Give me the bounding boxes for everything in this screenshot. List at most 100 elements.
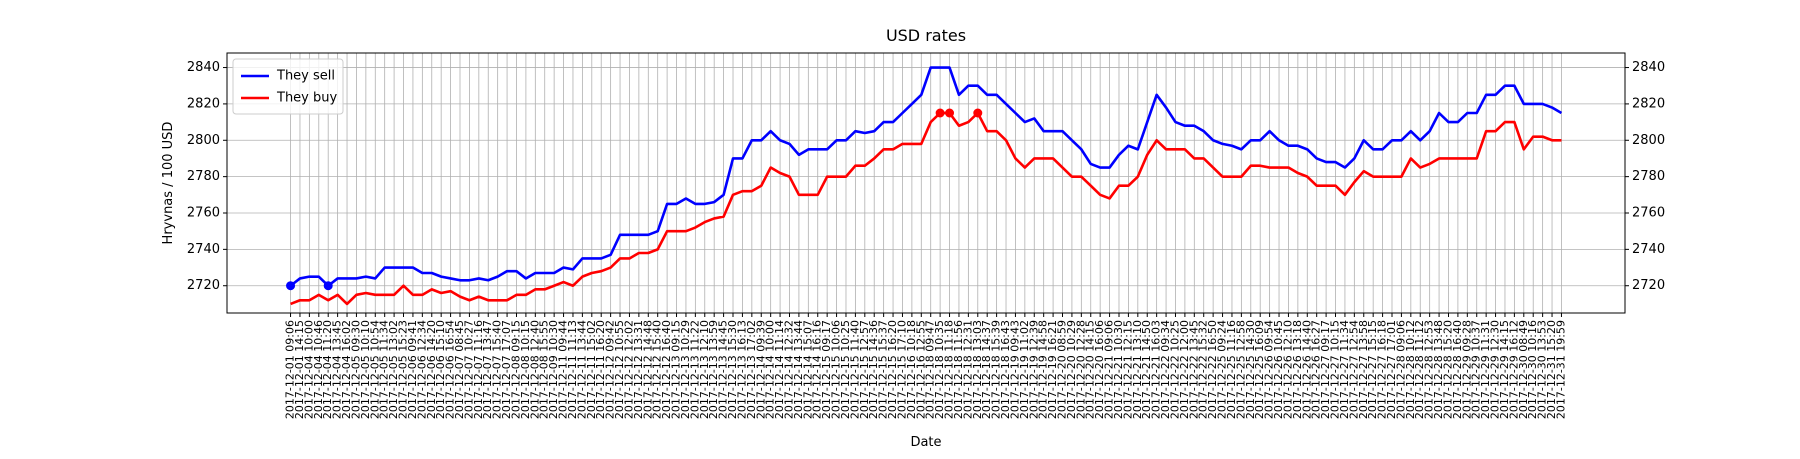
x-tick-label: 2017-12-04 10:46 [312, 320, 325, 419]
x-tick-label: 2017-12-19 14:58 [1037, 320, 1050, 419]
x-tick-label: 2017-12-11 09:44 [557, 320, 570, 419]
x-tick-label: 2017-12-18 16:43 [999, 320, 1012, 419]
x-tick-label: 2017-12-06 15:10 [434, 320, 447, 419]
x-tick-label: 2017-12-14 10:00 [764, 320, 777, 419]
x-tick-label: 2017-12-05 11:34 [378, 320, 391, 419]
extreme-marker [286, 281, 296, 291]
x-tick-label: 2017-12-06 16:54 [444, 320, 457, 419]
x-tick-label: 2017-12-25 11:16 [1225, 320, 1238, 419]
x-tick-label: 2017-12-28 11:12 [1413, 320, 1426, 419]
x-tick-label: 2017-12-28 15:20 [1441, 320, 1454, 419]
extreme-marker [945, 108, 955, 118]
x-tick-label: 2017-12-26 12:10 [1281, 320, 1294, 419]
x-tick-label: 2017-12-30 10:16 [1526, 320, 1539, 419]
x-tick-label: 2017-12-11 13:44 [575, 320, 588, 419]
x-tick-label: 2017-12-15 12:57 [858, 320, 871, 419]
x-tick-label: 2017-12-27 09:17 [1319, 320, 1332, 419]
x-tick-label: 2017-12-18 15:39 [990, 320, 1003, 419]
x-tick-label: 2017-12-13 09:15 [670, 320, 683, 419]
x-tick-label: 2017-12-27 10:15 [1329, 320, 1342, 419]
x-tick-label: 2017-12-13 12:10 [698, 320, 711, 419]
x-tick-label: 2017-12-29 16:12 [1507, 320, 1520, 419]
x-tick-label: 2017-12-14 13:44 [792, 320, 805, 419]
x-tick-label: 2017-12-04 16:02 [340, 320, 353, 419]
x-tick-label: 2017-12-07 13:47 [481, 320, 494, 419]
x-tick-label: 2017-12-13 15:30 [726, 320, 739, 419]
x-tick-label: 2017-12-01 09:06 [284, 320, 297, 419]
x-tick-label: 2017-12-29 11:31 [1479, 320, 1492, 419]
x-tick-label: 2017-12-27 12:54 [1347, 320, 1360, 419]
x-tick-label: 2017-12-30 13:53 [1536, 320, 1549, 419]
x-tick-label: 2017-12-27 16:18 [1376, 320, 1389, 419]
x-tick-label: 2017-12-29 12:30 [1489, 320, 1502, 419]
y-tick-label: 2740 [187, 242, 220, 257]
x-tick-label: 2017-12-27 11:34 [1338, 320, 1351, 419]
x-tick-label: 2017-12-15 11:40 [848, 320, 861, 419]
x-tick-label: 2017-12-21 13:10 [1131, 320, 1144, 419]
x-tick-label: 2017-12-13 16:13 [735, 320, 748, 419]
x-tick-label: 2017-12-27 17:01 [1385, 320, 1398, 419]
x-tick-label: 2017-12-18 13:03 [971, 320, 984, 419]
x-tick-label: 2017-12-07 15:40 [491, 320, 504, 419]
x-tick-label: 2017-12-04 13:45 [331, 320, 344, 419]
x-tick-label: 2017-12-20 14:15 [1084, 320, 1097, 419]
x-tick-label: 2017-12-06 09:41 [406, 320, 419, 419]
x-tick-label: 2017-12-15 10:25 [839, 320, 852, 419]
y-tick-label: 2840 [187, 60, 220, 75]
legend: They sell They buy [232, 58, 344, 115]
plot-frame [226, 52, 1626, 314]
x-tick-label: 2017-12-15 14:36 [867, 320, 880, 419]
x-tick-label: 2017-12-21 10:30 [1112, 320, 1125, 419]
x-tick-label: 2017-12-12 10:55 [613, 320, 626, 419]
x-tick-label: 2017-12-08 09:15 [509, 320, 522, 419]
x-tick-label: 2017-12-13 11:22 [688, 320, 701, 419]
x-tick-label: 2017-12-13 13:59 [707, 320, 720, 419]
legend-box [232, 58, 344, 115]
x-tick-label: 2017-12-28 09:06 [1394, 320, 1407, 419]
x-tick-label: 2017-12-22 15:32 [1197, 320, 1210, 419]
x-tick-label: 2017-12-05 10:10 [359, 320, 372, 419]
x-tick-label: 2017-12-29 09:28 [1460, 320, 1473, 419]
x-tick-label: 2017-12-31 15:20 [1545, 320, 1558, 419]
x-tick-label: 2017-12-06 14:20 [425, 320, 438, 419]
x-tick-label: 2017-12-15 15:37 [877, 320, 890, 419]
x-tick-label: 2017-12-21 09:06 [1103, 320, 1116, 419]
extreme-marker [323, 281, 333, 291]
x-tick-label: 2017-12-13 10:29 [679, 320, 692, 419]
y-tick-label: 2780 [187, 169, 220, 184]
x-tick-label: 2017-12-11 16:20 [594, 320, 607, 419]
x-tick-label: 2017-12-29 10:37 [1470, 320, 1483, 419]
y-axis-label: Hryvnas / 100 USD [161, 122, 176, 245]
x-tick-label: 2017-12-21 12:15 [1121, 320, 1134, 419]
series-line [289, 66, 1563, 288]
legend-label: They buy [276, 91, 337, 106]
x-tick-label: 2017-12-20 12:28 [1074, 320, 1087, 419]
x-tick-label: 2017-12-09 10:30 [547, 320, 560, 419]
x-tick-label: 2017-12-15 16:20 [886, 320, 899, 419]
x-tick-label: 2017-12-25 16:09 [1253, 320, 1266, 419]
x-tick-label: 2017-12-19 09:43 [1008, 320, 1021, 419]
x-tick-label: 2017-12-13 17:02 [745, 320, 758, 419]
x-tick-label: 2017-12-25 12:58 [1234, 320, 1247, 419]
x-tick-label: 2017-12-19 16:21 [1046, 320, 1059, 419]
y-tick-label: 2820 [187, 96, 220, 111]
x-tick-label: 2017-12-18 11:56 [952, 320, 965, 419]
x-tick-label: 2017-12-27 15:15 [1366, 320, 1379, 419]
x-tick-label: 2017-12-14 09:39 [754, 320, 767, 419]
x-tick-label: 2017-12-12 14:48 [641, 320, 654, 419]
x-tick-label: 2017-12-07 17:07 [500, 320, 513, 419]
x-tick-label: 2017-12-07 08:45 [453, 320, 466, 419]
x-tick-label: 2017-12-27 13:58 [1357, 320, 1370, 419]
x-tick-label: 2017-12-07 10:27 [462, 320, 475, 419]
x-tick-label: 2017-12-19 12:39 [1027, 320, 1040, 419]
x-tick-label: 2017-12-06 12:34 [415, 320, 428, 419]
x-tick-label: 2017-12-13 14:45 [717, 320, 730, 419]
x-tick-label: 2017-12-20 08:59 [1056, 320, 1069, 419]
x-tick-label: 2017-12-12 09:42 [604, 320, 617, 419]
x-tick-label: 2017-12-16 12:55 [914, 320, 927, 419]
x-tick-label: 2017-12-28 16:40 [1451, 320, 1464, 419]
x-tick-label: 2017-12-22 12:00 [1178, 320, 1191, 419]
x-tick-label: 2017-12-15 09:17 [820, 320, 833, 419]
y2-tick-label: 2780 [1632, 169, 1665, 184]
